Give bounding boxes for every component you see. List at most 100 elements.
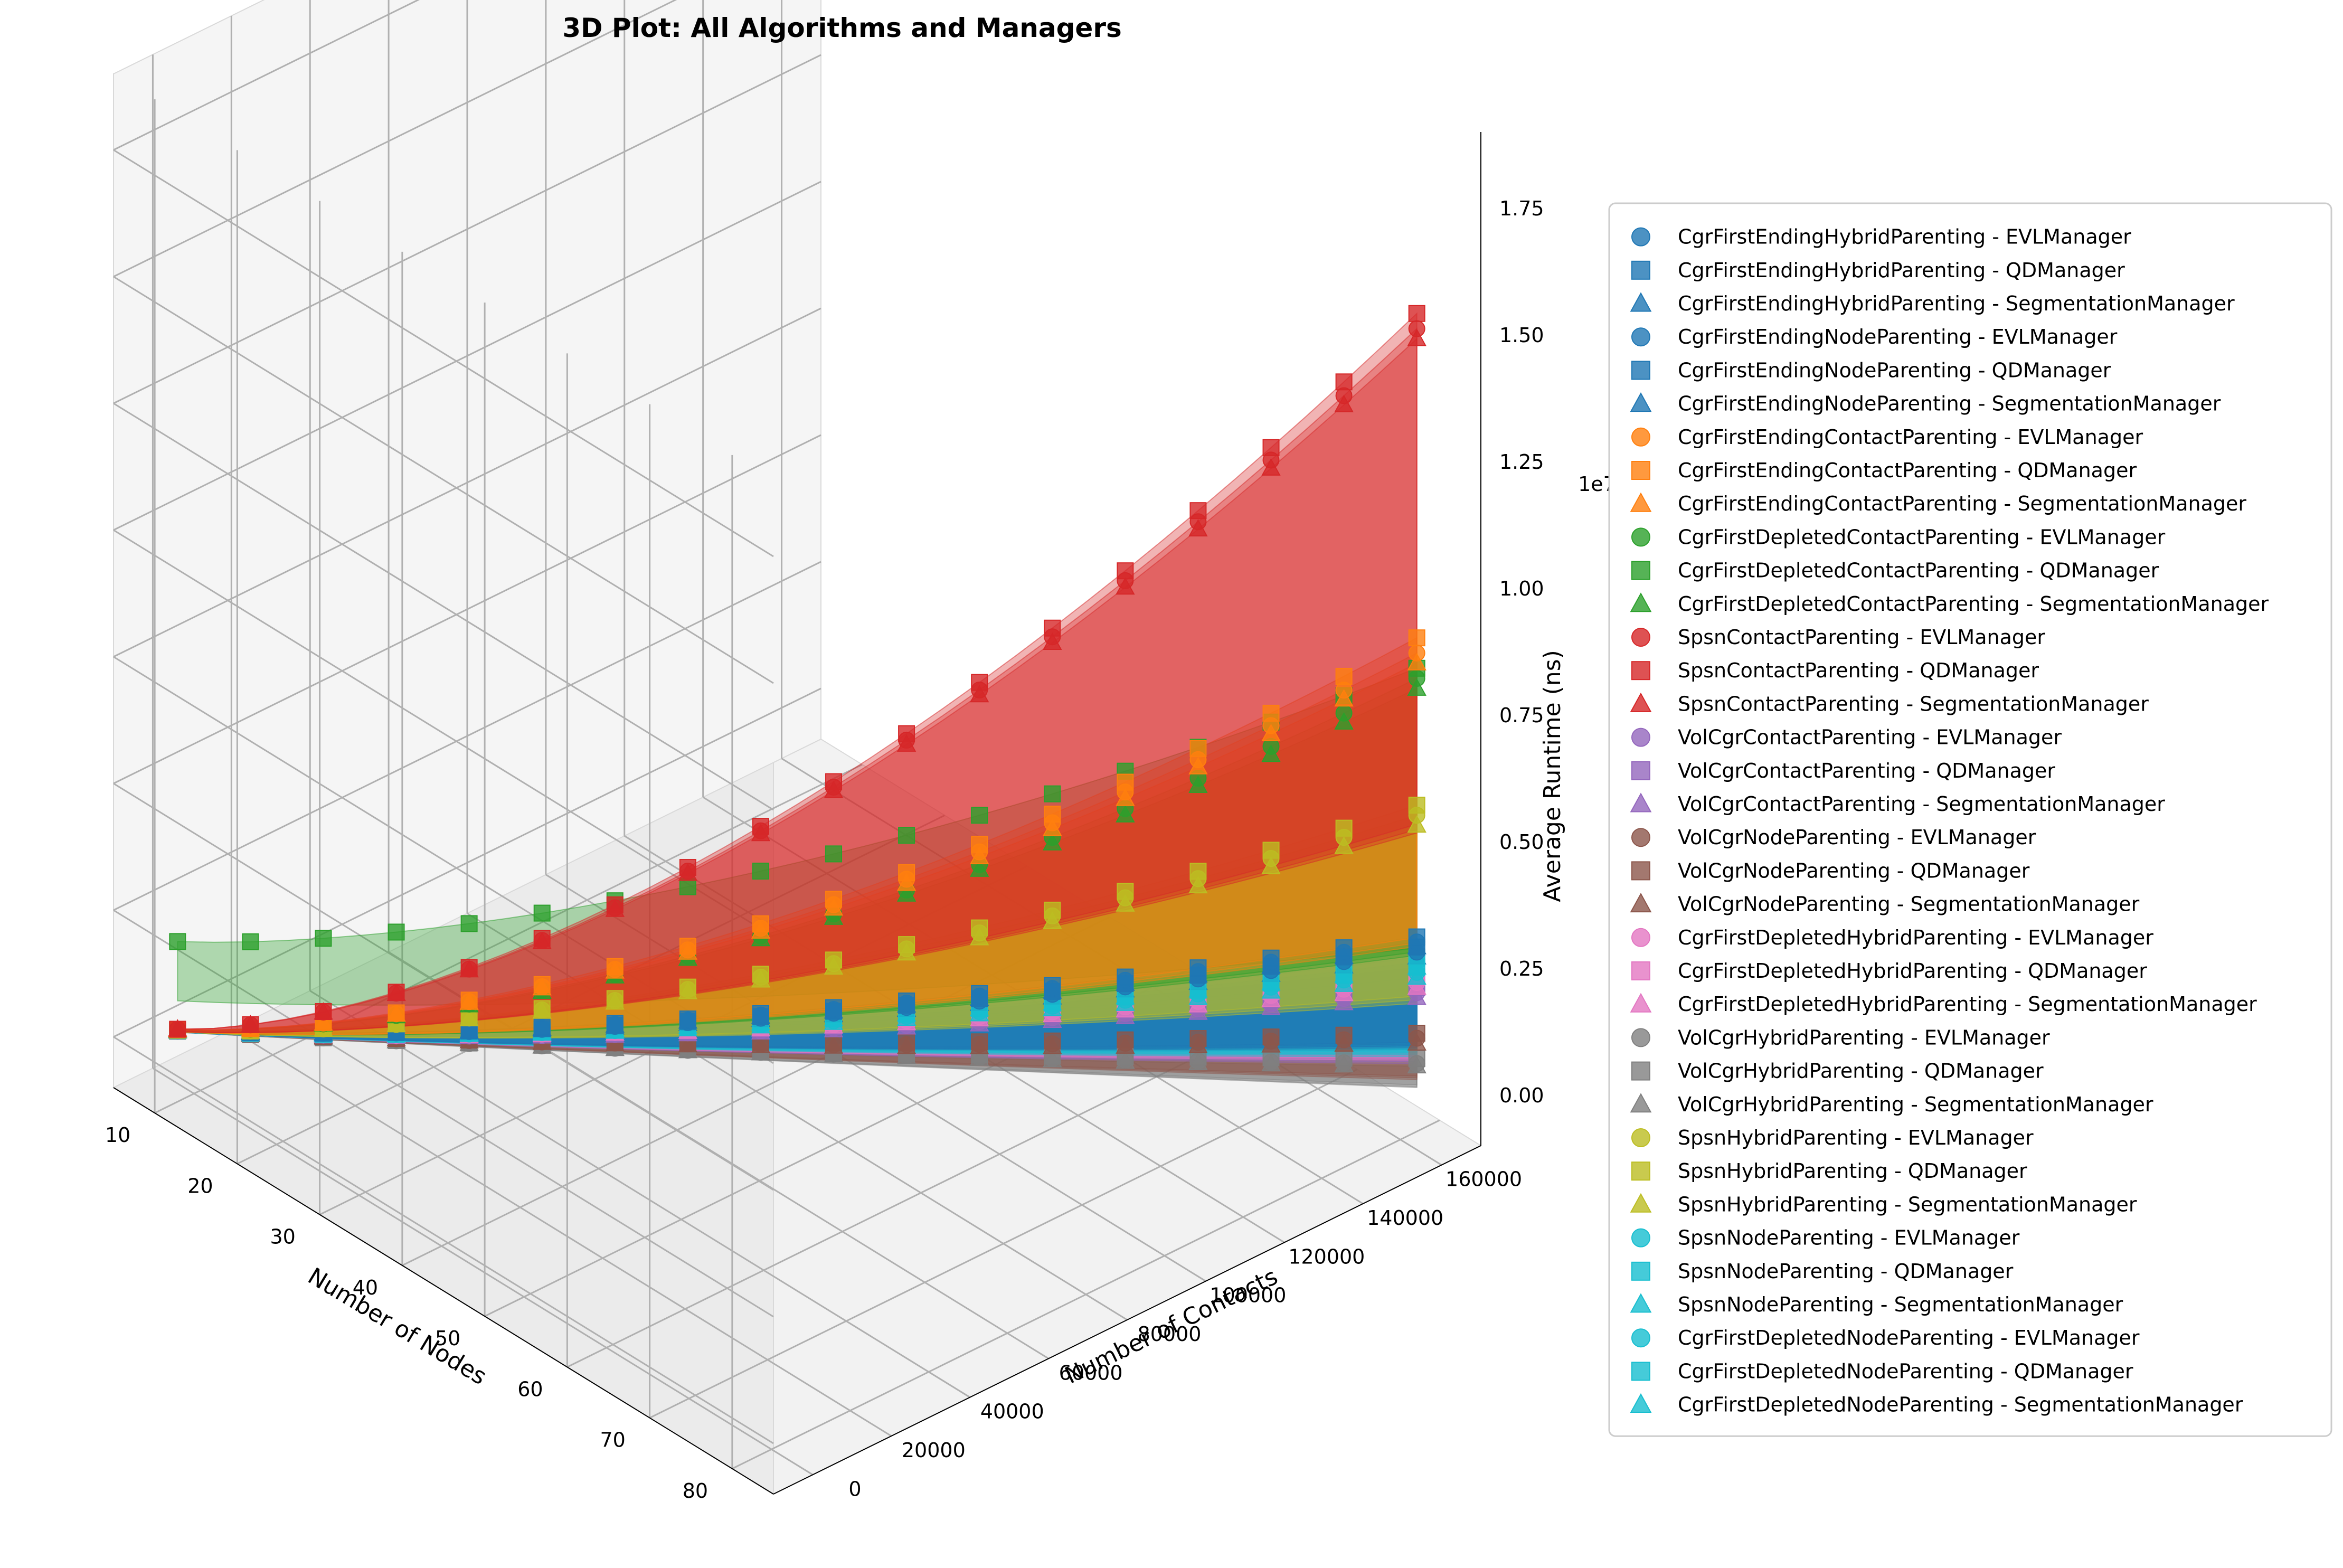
data-point [1044, 619, 1061, 637]
data-point [898, 936, 915, 953]
legend-marker [1631, 1128, 1650, 1147]
x-tick-label: 60 [517, 1377, 543, 1401]
data-point [1117, 968, 1134, 986]
legend-marker [1630, 692, 1652, 712]
grid-y-floor [623, 835, 1285, 1243]
legend-entry: SpsnNodeParenting - EVLManager [1678, 1226, 2020, 1250]
tick-labels: 10 20 30 40 50 60 70 80 0 20000 40000 60000 80000 100… [105, 197, 1544, 1503]
data-point [533, 930, 551, 947]
legend-marker [1630, 392, 1652, 412]
surface-series [177, 337, 1418, 1033]
legend-marker [1631, 661, 1650, 681]
legend-marker [1631, 928, 1650, 947]
legend-entry: VolCgrNodeParenting - QDManager [1678, 859, 2030, 882]
data-point [1408, 928, 1425, 946]
legend-marker [1631, 1028, 1650, 1047]
data-point [1044, 1032, 1061, 1050]
data-point [1335, 1050, 1353, 1067]
x-tick-label: 80 [683, 1479, 708, 1503]
data-point [1117, 883, 1134, 900]
data-point [1407, 678, 1426, 696]
z-axis-label: Average Runtime (ns) [1539, 650, 1566, 902]
y-tick-label: 40000 [980, 1400, 1044, 1423]
data-point [1407, 653, 1426, 670]
data-point [533, 976, 551, 993]
grid-z-right [113, 181, 821, 531]
data-point [169, 933, 186, 950]
z-tick-label: 0.75 [1499, 704, 1544, 727]
data-point [388, 984, 405, 1001]
data-point [825, 999, 843, 1016]
legend-entry: VolCgrNodeParenting - EVLManager [1678, 826, 2036, 849]
data-point [1189, 863, 1207, 880]
legend-entry: CgrFirstDepletedNodeParenting - EVLManag… [1678, 1326, 2140, 1349]
data-point [606, 958, 623, 975]
data-point [1408, 1024, 1425, 1042]
y-tick-label: 160000 [1446, 1168, 1522, 1191]
data-point [242, 1016, 259, 1033]
y-tick-label: 60000 [1059, 1361, 1123, 1384]
x-tick-label: 40 [353, 1276, 378, 1299]
legend-marker [1631, 1328, 1650, 1348]
legend-marker [1631, 861, 1650, 881]
z-tick-label: 0.25 [1499, 957, 1544, 980]
legend-entry: VolCgrContactParenting - QDManager [1678, 759, 2055, 782]
legend-entry: VolCgrHybridParenting - SegmentationMana… [1678, 1093, 2153, 1116]
grid-z-left [113, 782, 774, 1191]
legend-entry: CgrFirstEndingNodeParenting - EVLManager [1678, 325, 2118, 348]
data-point [606, 1015, 623, 1032]
legend-entry: SpsnHybridParenting - SegmentationManage… [1678, 1193, 2137, 1216]
data-point [825, 891, 843, 908]
data-point [679, 938, 696, 955]
legend-marker [1630, 1193, 1652, 1213]
grid-y-floor [309, 990, 971, 1398]
data-point [1044, 785, 1061, 802]
grid-z-left [113, 402, 774, 811]
data-point [1262, 842, 1280, 859]
legend-entry: SpsnNodeParenting - SegmentationManager [1678, 1293, 2123, 1316]
data-point [1189, 740, 1207, 757]
legend-entry: CgrFirstDepletedHybridParenting - EVLMan… [1678, 926, 2153, 949]
data-point [825, 1034, 843, 1052]
legend-entry: CgrFirstDepletedNodeParenting - Segmenta… [1678, 1393, 2243, 1416]
y-tick-label: 0 [848, 1477, 861, 1500]
legend: CgrFirstEndingHybridParenting - EVLManag… [1608, 202, 2332, 1437]
data-point [388, 1004, 405, 1022]
data-point [1044, 977, 1061, 994]
grid-y-floor [781, 758, 1442, 1166]
legend-marker [1631, 728, 1650, 747]
data-point [533, 904, 551, 922]
z-tick-label: 1.50 [1499, 324, 1544, 347]
data-point [752, 915, 769, 932]
legend-marker [1630, 792, 1652, 813]
grid-y-floor [702, 796, 1364, 1205]
data-point [1044, 806, 1061, 823]
data-point [752, 966, 769, 983]
grid-y-floor [545, 874, 1206, 1282]
data-point [1408, 305, 1425, 322]
z-tick-label: 0.00 [1499, 1084, 1544, 1107]
data-point [752, 1005, 769, 1022]
data-point [898, 725, 915, 742]
legend-marker [1630, 592, 1652, 612]
legend-entry: CgrFirstDepletedHybridParenting - Segmen… [1678, 993, 2257, 1016]
data-point [1262, 949, 1280, 967]
legend-entry: SpsnHybridParenting - QDManager [1678, 1159, 2027, 1183]
legend-marker [1631, 361, 1650, 380]
data-point [679, 878, 696, 895]
data-point [1408, 1050, 1425, 1067]
legend-entry: CgrFirstDepletedNodeParenting - QDManage… [1678, 1359, 2133, 1383]
legend-marker [1631, 761, 1650, 780]
legend-entry: VolCgrNodeParenting - SegmentationManage… [1678, 893, 2140, 916]
grid-z-right [113, 54, 821, 404]
grid-z-left [113, 909, 774, 1318]
x-tick-label: 30 [270, 1225, 295, 1249]
legend-marker [1631, 961, 1650, 980]
legend-marker [1631, 461, 1650, 480]
data-point [1335, 668, 1353, 685]
legend-entry: SpsnContactParenting - QDManager [1678, 659, 2039, 682]
x-tick-label: 20 [187, 1174, 213, 1197]
legend-marker [1630, 492, 1652, 512]
legend-entry: CgrFirstDepletedContactParenting - QDMan… [1678, 559, 2159, 582]
data-point [1262, 1028, 1280, 1046]
